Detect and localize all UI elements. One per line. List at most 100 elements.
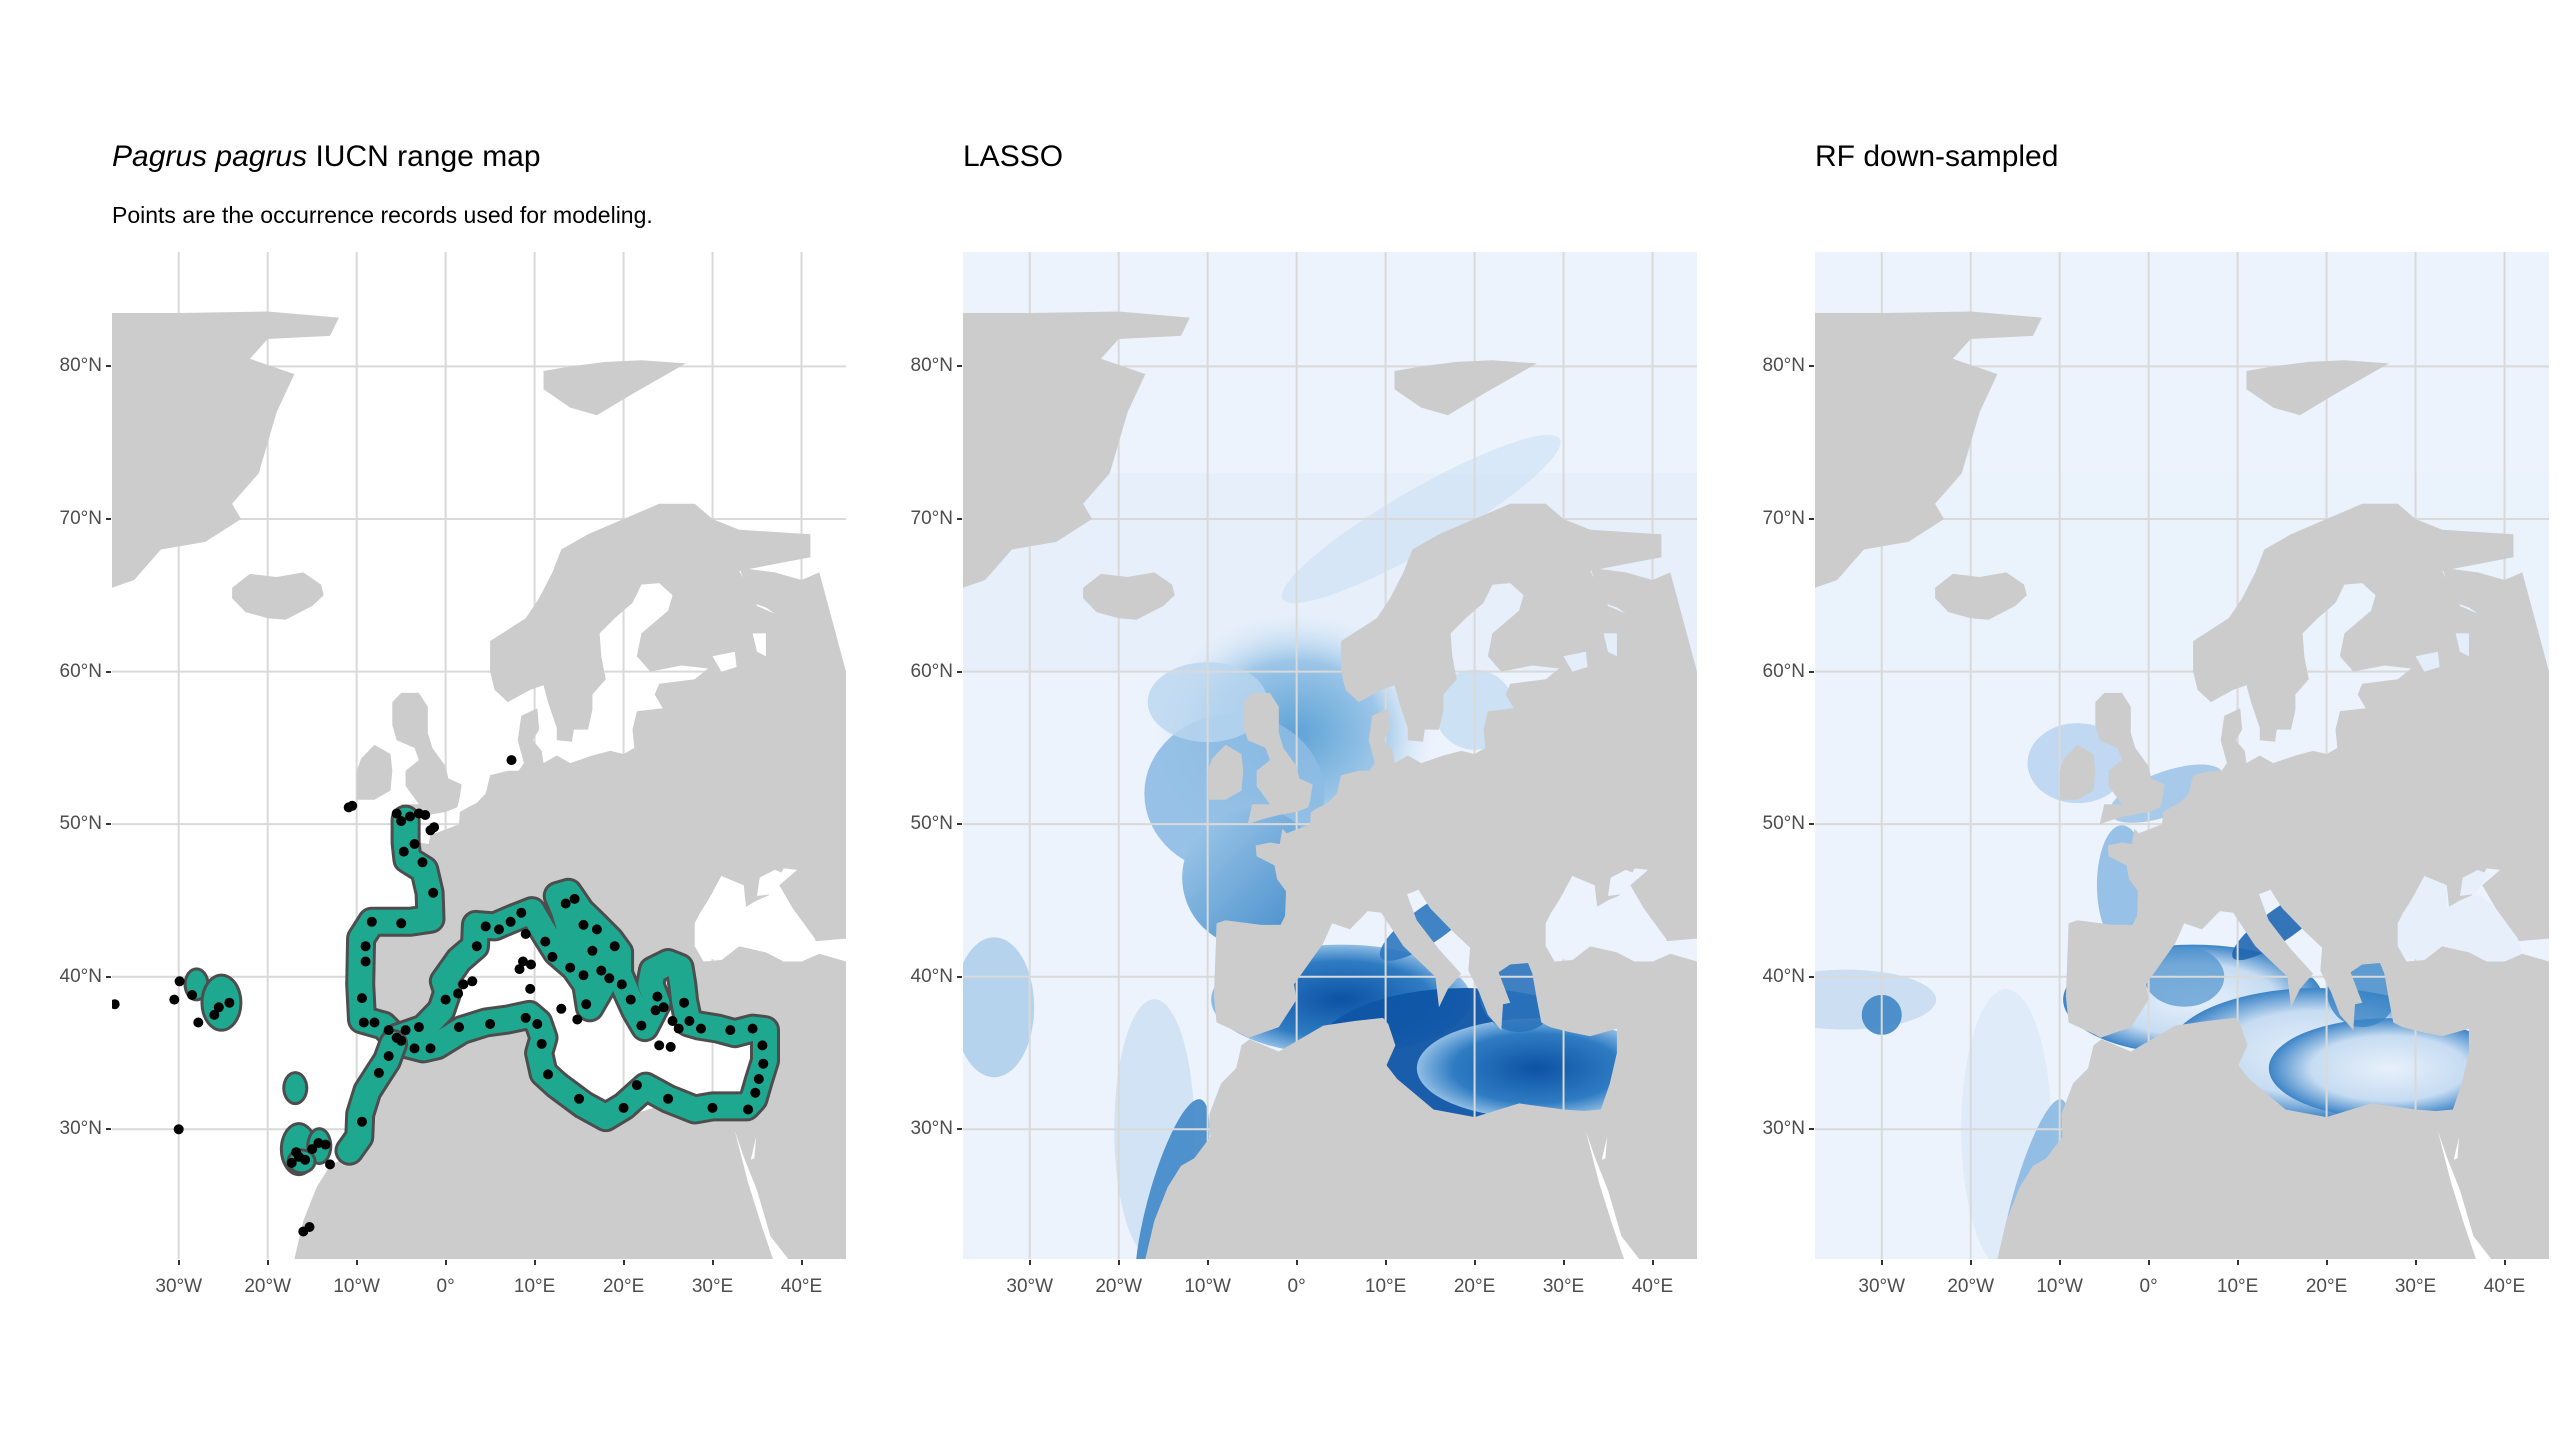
occurrence-point (112, 999, 120, 1010)
y-tick-label: 40°N (59, 965, 102, 987)
occurrence-point (604, 973, 615, 984)
land-gb (392, 692, 462, 825)
y-tick-label: 50°N (910, 813, 953, 835)
occurrence-point (391, 808, 402, 819)
y-tick-label: 60°N (910, 660, 953, 682)
occurrence-point (543, 1069, 553, 1080)
y-tick-label: 40°N (910, 965, 953, 987)
occurrence-point (417, 857, 428, 868)
x-tick-label: 20°E (2305, 1276, 2348, 1297)
lake-ladoga (1563, 651, 1588, 672)
occurrence-point (757, 1040, 768, 1051)
occurrence-point (520, 1012, 531, 1023)
panel-title: RF down-sampled (1815, 140, 2058, 174)
x-tick-mark (711, 1260, 714, 1265)
occurrence-point (556, 1003, 567, 1014)
occurrence-point (581, 999, 592, 1010)
x-tick-label: 0° (2139, 1276, 2158, 1297)
occurrence-point (520, 929, 531, 939)
y-tick-label: 60°N (59, 660, 102, 682)
occurrence-point (413, 1022, 424, 1033)
occurrence-point (373, 1067, 384, 1078)
x-tick-mark (1969, 1260, 1972, 1265)
occurrence-point (480, 921, 491, 932)
land-svalbard (1394, 360, 1537, 416)
y-tick-label: 80°N (1762, 355, 1805, 377)
occurrence-point (169, 994, 180, 1005)
panel-title-text: LASSO (963, 140, 1064, 173)
y-tick-label: 70°N (1762, 508, 1805, 529)
occurrence-point (514, 964, 525, 975)
y-tick-label: 80°N (59, 355, 102, 377)
occurrence-point (398, 846, 409, 857)
y-tick-label: 80°N (910, 355, 953, 377)
occurrence-point (360, 941, 371, 952)
occurrence-point (304, 1222, 315, 1232)
occurrence-point (609, 941, 620, 952)
occurrence-point (357, 993, 367, 1004)
lake-ladoga (2415, 651, 2440, 672)
range-map-svg (112, 252, 846, 1259)
y-tick-label: 30°N (910, 1118, 953, 1140)
occurrence-point (526, 959, 536, 970)
occurrence-point (536, 1038, 547, 1049)
occurrence-point (518, 956, 528, 967)
lake-onega (752, 633, 766, 657)
x-tick-mark (1384, 1260, 1387, 1265)
x-tick-label: 10°W (333, 1276, 380, 1297)
occurrence-point (679, 997, 690, 1008)
occurrence-point (587, 945, 598, 956)
sea-of-azov (757, 869, 787, 896)
y-tick-mark (957, 975, 962, 978)
land-greenland (1815, 311, 2042, 588)
occurrence-point (467, 976, 478, 987)
occurrence-point (429, 822, 440, 833)
occurrence-point (405, 811, 415, 822)
occurrence-point (758, 1058, 769, 1069)
x-tick-label: 10°E (2216, 1276, 2259, 1297)
occurrence-point (343, 802, 354, 813)
occurrence-point (532, 1019, 543, 1029)
x-tick-mark (2414, 1260, 2417, 1265)
x-tick-mark (1562, 1260, 1565, 1265)
occurrence-point (325, 1159, 335, 1170)
suitability-east-med (1416, 1018, 1657, 1119)
x-tick-mark (2058, 1260, 2061, 1265)
occurrence-point (383, 1051, 394, 1062)
occurrence-point (636, 1020, 647, 1031)
black-sea (1545, 876, 1671, 962)
occurrence-point (300, 1154, 311, 1165)
x-tick-mark (622, 1260, 625, 1265)
panel-title: Pagrus pagrus IUCN range map (112, 140, 541, 174)
occurrence-point (320, 1139, 331, 1150)
occurrence-point (540, 936, 551, 947)
occurrence-point (173, 1124, 184, 1135)
occurrence-point (560, 898, 571, 909)
inland-seas (1545, 633, 1671, 1259)
x-tick-label: 40°E (780, 1276, 823, 1297)
x-tick-mark (1028, 1260, 1031, 1265)
occurrence-point (505, 916, 516, 927)
land-europe (1145, 503, 1697, 1259)
occurrence-point (383, 1025, 394, 1036)
occurrence-point (574, 1093, 585, 1104)
y-tick-label: 60°N (1762, 660, 1805, 682)
x-tick-label: 30°W (1858, 1276, 1906, 1297)
x-tick-label: 20°E (1453, 1276, 1496, 1297)
occurrence-point (667, 1016, 678, 1026)
map-lasso (963, 252, 1697, 1259)
x-tick-mark (266, 1260, 269, 1265)
occurrence-point (696, 1023, 706, 1034)
inland-seas (2397, 633, 2523, 1259)
land-iceland (1083, 572, 1175, 620)
occurrence-point (193, 1017, 204, 1028)
occurrence-point (725, 1025, 736, 1036)
occurrence-point (396, 918, 407, 929)
occurrence-point (684, 1016, 695, 1026)
y-tick-label: 50°N (59, 813, 102, 835)
land-ireland (1207, 744, 1244, 800)
x-tick-label: 0° (1287, 1276, 1306, 1297)
panel-title-text: RF down-sampled (1815, 140, 2059, 173)
occurrence-point (743, 1104, 754, 1115)
y-tick-label: 30°N (1762, 1118, 1805, 1140)
